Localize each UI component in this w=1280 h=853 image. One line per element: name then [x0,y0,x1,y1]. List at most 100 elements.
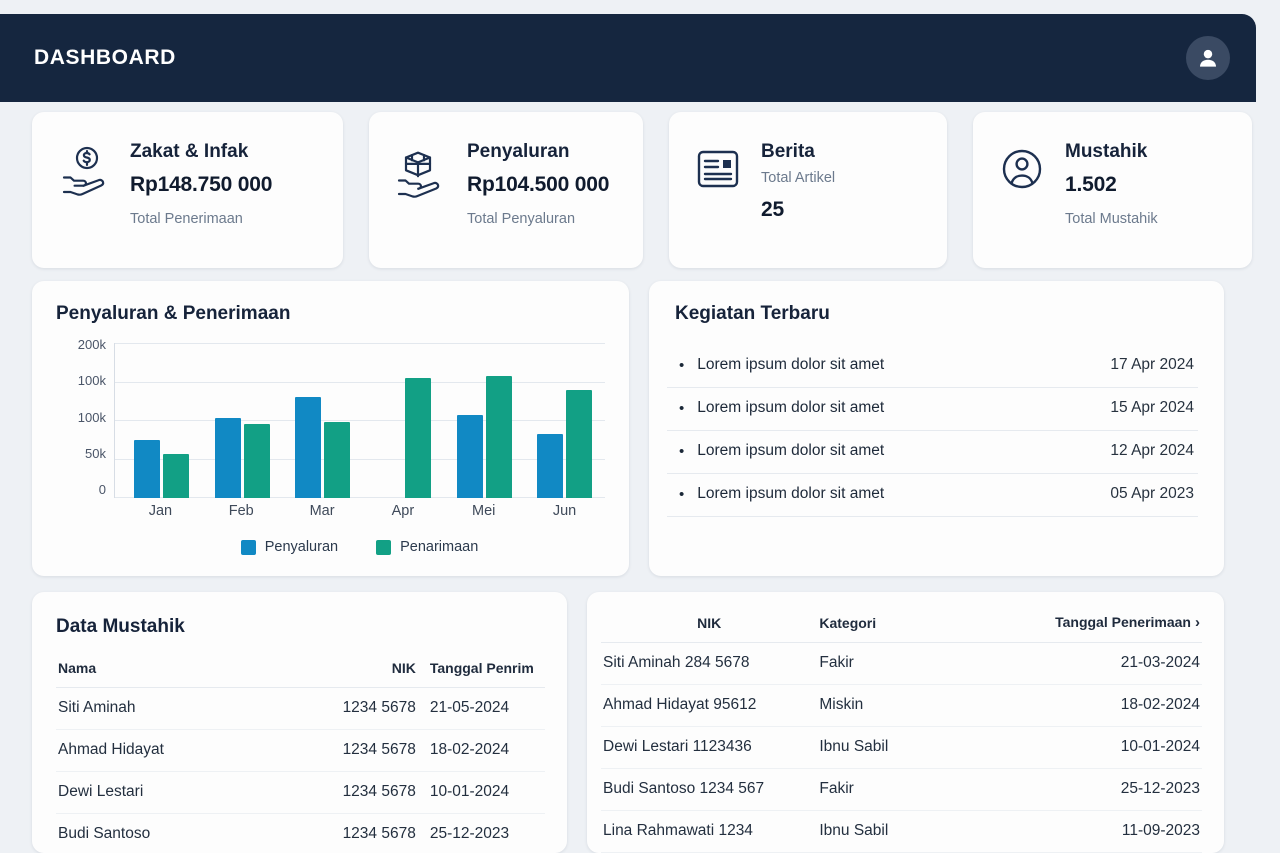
legend-label: Penarimaan [400,539,479,555]
penerimaan-table-panel: NIK Kategori Tanggal Penerimaan › Siti Am… [587,592,1224,853]
page-title: DASHBOARD [34,46,176,69]
column-header-kategori[interactable]: Kategori [817,604,986,643]
column-header-label: Tanggal Penerimaan [1055,614,1191,630]
column-header-nama[interactable]: Nama [56,650,291,688]
y-tick-label: 100k [77,373,106,389]
cell-tanggal-penerimaan: 18-02-2024 [985,684,1202,727]
bar-mar-pny[interactable] [295,397,322,498]
bar-mei-pny[interactable] [456,415,483,498]
cell-kategori: Fakir [817,642,986,685]
column-header-tanggal-penerimaan[interactable]: Tanggal Penerimaan › [985,604,1202,643]
stat-card-value: Rp148.750 000 [130,172,273,196]
chart-y-axis: 200k 100k 100k 50k 0 [56,337,106,503]
table-row[interactable]: Dewi Lestari 1234 5678 10-01-2024 [56,771,545,814]
stat-cards-row: Zakat & Infak Rp148.750 000 Total Peneri… [32,112,1252,268]
stat-card-subtitle: Total Penyaluran [467,210,576,227]
stat-card-mustahik[interactable]: Mustahik 1.502 Total Mustahik [973,112,1252,268]
activity-date: 15 Apr 2024 [1110,399,1194,416]
table-row[interactable]: Ahmad Hidayat 95612 Miskin 18-02-2024 [601,684,1202,727]
table-row[interactable]: Budi Santoso 1234 5678 25-12-2023 [56,813,545,853]
chart-panel: Penyaluran & Penerimaan 200k 100k 100k 5… [32,281,629,576]
table-row[interactable]: Dewi Lestari 1123436 Ibnu Sabil 10-01-2024 [601,726,1202,769]
activity-item[interactable]: • Lorem ipsum dolor sit amet 05 Apr 2023 [667,474,1198,517]
table-row[interactable]: Budi Santoso 1234 567 Fakir 25-12-2023 [601,768,1202,811]
legend-item-penyaluran[interactable]: Penyaluran [240,539,338,555]
news-article-icon [693,144,743,199]
y-tick-label: 100k [77,409,106,425]
cell-kategori: Ibnu Sabil [817,810,986,853]
column-header-nik[interactable]: NIK [601,604,818,643]
activity-date: 05 Apr 2023 [1110,485,1194,502]
stat-card-subtitle: Total Mustahik [1065,210,1158,227]
column-header-nik[interactable]: NIK [290,650,418,688]
cell-kategori: Miskin [817,684,986,727]
bar-feb-pny[interactable] [214,418,241,498]
stat-card-zakat-infak[interactable]: Zakat & Infak Rp148.750 000 Total Peneri… [32,112,343,268]
cell-kategori: Ibnu Sabil [817,726,986,769]
mustahik-table: Nama NIK Tanggal Penrim Siti Aminah 1234 … [56,650,545,853]
x-tick-label: Feb [228,503,254,519]
cell-tanggal-penerimaan: 11-09-2023 [985,810,1202,853]
bar-jan-pnr[interactable] [162,453,189,498]
chevron-right-icon[interactable]: › [1195,614,1200,631]
table-row[interactable]: Siti Aminah 1234 5678 21-05-2024 [56,687,545,730]
cell-tanggal: 21-05-2024 [417,687,545,730]
user-avatar-icon[interactable] [1186,36,1230,80]
cell-tanggal: 10-01-2024 [417,771,545,814]
bar-chart: 200k 100k 100k 50k 0 Jan Feb Mar Apr Mei Jun [56,337,605,555]
cell-tanggal: 25-12-2023 [417,813,545,853]
bar-jun-pny[interactable] [537,434,564,498]
stat-card-penyaluran[interactable]: Penyaluran Rp104.500 000 Total Penyalura… [369,112,643,268]
activity-item[interactable]: • Lorem ipsum dolor sit amet 15 Apr 2024 [667,388,1198,431]
stat-card-berita[interactable]: Berita Total Artikel 25 [669,112,947,268]
cell-nama-nik: Dewi Lestari 1123436 [601,726,818,769]
chart-gridlines [115,343,605,498]
activity-text: Lorem ipsum dolor sit amet [697,485,885,502]
activity-text: Lorem ipsum dolor sit amet [697,442,885,459]
panels-row: Penyaluran & Penerimaan 200k 100k 100k 5… [32,281,1224,576]
activity-panel: Kegiatan Terbaru • Lorem ipsum dolor sit … [649,281,1224,576]
cell-nama: Dewi Lestari [56,771,291,814]
cell-nik: 1234 5678 [290,771,418,814]
bullet-icon: • [679,442,685,460]
cell-nama: Siti Aminah [56,687,291,730]
x-tick-label: Mei [472,503,496,519]
y-tick-label: 0 [98,482,106,497]
bar-group-apr [363,343,444,498]
activity-item[interactable]: • Lorem ipsum dolor sit amet 17 Apr 2024 [667,345,1198,388]
cell-nik: 1234 5678 [290,813,418,853]
chart-legend: Penyaluran Penarimaan [114,539,605,555]
column-header-tanggal[interactable]: Tanggal Penrim [417,650,545,688]
penerimaan-table: NIK Kategori Tanggal Penerimaan › Siti Am… [601,604,1202,853]
cell-nik: 1234 5678 [290,729,418,772]
cell-nama-nik: Lina Rahmawati 1234 [601,810,818,853]
chart-title: Penyaluran & Penerimaan [56,303,291,324]
legend-item-penarimaan[interactable]: Penarimaan [376,539,478,555]
stat-card-title: Zakat & Infak [130,141,249,162]
bar-feb-pnr[interactable] [243,424,270,498]
table-row[interactable]: Ahmad Hidayat 1234 5678 18-02-2024 [56,729,545,772]
bar-mar-pnr[interactable] [324,422,351,498]
bottom-tables-row: Data Mustahik Nama NIK Tanggal Penrim Si… [32,592,1224,853]
x-tick-label: Apr [391,503,415,519]
bar-mei-pnr[interactable] [485,376,512,498]
bar-apr-pnr[interactable] [404,377,431,498]
mustahik-table-title: Data Mustahik [56,616,185,637]
cell-tanggal-penerimaan: 21-03-2024 [985,642,1202,685]
stat-card-title: Mustahik [1065,141,1148,162]
bar-group-mei [444,343,525,498]
top-header-bar: DASHBOARD [0,14,1256,102]
mustahik-table-panel: Data Mustahik Nama NIK Tanggal Penrim Si… [32,592,567,853]
cell-nama-nik: Siti Aminah 284 5678 [601,642,818,685]
cell-kategori: Fakir [817,768,986,811]
table-row[interactable]: Siti Aminah 284 5678 Fakir 21-03-2024 [601,642,1202,685]
activity-title: Kegiatan Terbaru [675,303,830,324]
cell-nama: Ahmad Hidayat [56,729,291,772]
bar-jun-pnr[interactable] [566,389,593,498]
stat-card-subtitle: Total Artikel [761,169,836,186]
bar-jan-pny[interactable] [133,439,160,498]
activity-item[interactable]: • Lorem ipsum dolor sit amet 12 Apr 2024 [667,431,1198,474]
table-row[interactable]: Lina Rahmawati 1234 Ibnu Sabil 11-09-2023 [601,810,1202,853]
bar-group-feb [202,343,283,498]
